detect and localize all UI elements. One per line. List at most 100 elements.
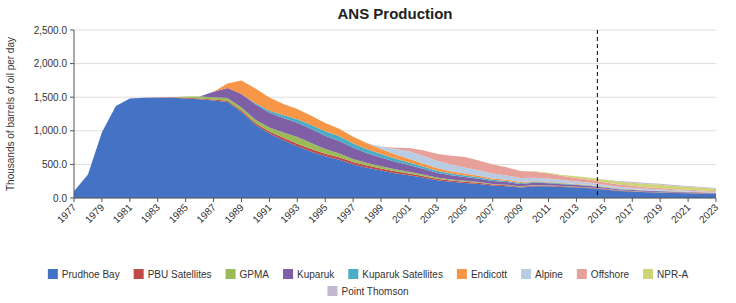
x-tick xyxy=(241,198,242,202)
legend-item: Kuparuk xyxy=(283,269,335,280)
x-tick-label: 2003 xyxy=(418,201,442,225)
legend-item: Alpine xyxy=(521,269,563,280)
x-tick xyxy=(297,198,298,202)
legend-label: PBU Satellites xyxy=(148,269,212,280)
legend-swatch xyxy=(577,269,587,279)
y-tick-label: 2,000.0 xyxy=(34,58,68,69)
area xyxy=(74,81,716,193)
y-tick xyxy=(70,164,74,165)
legend-swatch xyxy=(327,286,337,296)
x-tick-label: 1983 xyxy=(139,201,163,225)
chart: ANS ProductionThousands of barrels of oi… xyxy=(0,0,736,303)
legend-item: Prudhoe Bay xyxy=(48,269,120,280)
legend-swatch xyxy=(134,269,144,279)
reference-line xyxy=(597,30,598,198)
y-tick xyxy=(70,30,74,31)
area xyxy=(74,88,716,193)
x-tick xyxy=(269,198,270,202)
grid-line xyxy=(74,63,716,64)
x-tick xyxy=(576,198,577,202)
title: ANS Production xyxy=(338,5,453,22)
x-tick xyxy=(464,198,465,202)
x-tick-label: 2013 xyxy=(557,201,581,225)
x-axis-line xyxy=(74,198,716,199)
y-tick-label: 1,000.0 xyxy=(34,125,68,136)
area xyxy=(74,81,716,192)
grid-line xyxy=(74,198,716,199)
x-tick xyxy=(688,198,689,202)
x-tick-label: 2023 xyxy=(697,201,721,225)
legend-label: Kuparuk xyxy=(297,269,335,280)
x-tick xyxy=(381,198,382,202)
x-tick xyxy=(101,198,102,202)
x-tick-label: 2021 xyxy=(669,201,693,225)
x-tick xyxy=(716,198,717,202)
legend-label: GPMA xyxy=(240,269,270,280)
legend-swatch xyxy=(283,269,293,279)
x-tick xyxy=(492,198,493,202)
x-tick xyxy=(129,198,130,202)
x-tick xyxy=(632,198,633,202)
legend-swatch xyxy=(348,269,358,279)
legend-swatch xyxy=(48,269,58,279)
x-tick-label: 2011 xyxy=(530,201,553,224)
x-tick xyxy=(436,198,437,202)
area xyxy=(74,97,716,193)
x-tick xyxy=(185,198,186,202)
x-tick xyxy=(325,198,326,202)
x-tick xyxy=(353,198,354,202)
x-tick-label: 1997 xyxy=(334,201,358,225)
y-tick xyxy=(70,97,74,98)
x-tick-label: 1995 xyxy=(306,201,330,225)
x-tick xyxy=(74,198,75,202)
x-tick-label: 1987 xyxy=(194,201,218,225)
x-tick-label: 1979 xyxy=(83,201,107,225)
legend-item: Endicott xyxy=(457,269,507,280)
legend-swatch xyxy=(457,269,467,279)
legend-item: GPMA xyxy=(226,269,270,280)
legend-swatch xyxy=(521,269,531,279)
x-tick-label: 1993 xyxy=(278,201,302,225)
area xyxy=(74,81,716,192)
legend-item: NPR-A xyxy=(643,269,688,280)
legend-item: Kuparuk Satellites xyxy=(348,269,443,280)
x-tick xyxy=(520,198,521,202)
plot-area xyxy=(74,30,716,198)
x-tick-label: 1985 xyxy=(167,201,191,225)
x-tick-label: 1989 xyxy=(222,201,246,225)
legend-item: Offshore xyxy=(577,269,630,280)
x-tick-label: 1977 xyxy=(55,201,79,225)
area xyxy=(74,81,716,192)
x-tick xyxy=(408,198,409,202)
legend-label: Endicott xyxy=(471,269,507,280)
x-tick-label: 1991 xyxy=(250,201,274,225)
x-tick xyxy=(213,198,214,202)
y-tick-label: 2,500.0 xyxy=(34,25,68,36)
x-tick-label: 1981 xyxy=(111,201,135,225)
y-tick-label: 500.0 xyxy=(42,159,67,170)
legend-label: Kuparuk Satellites xyxy=(362,269,443,280)
legend-label: NPR-A xyxy=(657,269,688,280)
x-tick xyxy=(157,198,158,202)
legend-label: Offshore xyxy=(591,269,630,280)
grid-line xyxy=(74,30,716,31)
x-tick-label: 2001 xyxy=(390,201,414,225)
legend: Prudhoe Bay PBU Satellites GPMA Kuparuk Kupa… xyxy=(48,269,689,297)
x-tick-label: 2017 xyxy=(613,201,637,225)
x-tick xyxy=(660,198,661,202)
legend-item: PBU Satellites xyxy=(134,269,212,280)
y-tick-label: 1,500.0 xyxy=(34,92,68,103)
area xyxy=(74,81,716,193)
legend-label: Alpine xyxy=(535,269,563,280)
grid xyxy=(74,30,716,198)
y-tick xyxy=(70,130,74,131)
area xyxy=(74,96,716,193)
x-tick-label: 2005 xyxy=(446,201,470,225)
x-tick xyxy=(548,198,549,202)
y-axis-line xyxy=(74,30,75,198)
legend-label: Prudhoe Bay xyxy=(62,269,120,280)
legend-label: Point Thomson xyxy=(341,286,408,297)
x-tick-label: 2007 xyxy=(474,201,498,225)
legend-swatch xyxy=(643,269,653,279)
x-tick-label: 2019 xyxy=(641,201,665,225)
